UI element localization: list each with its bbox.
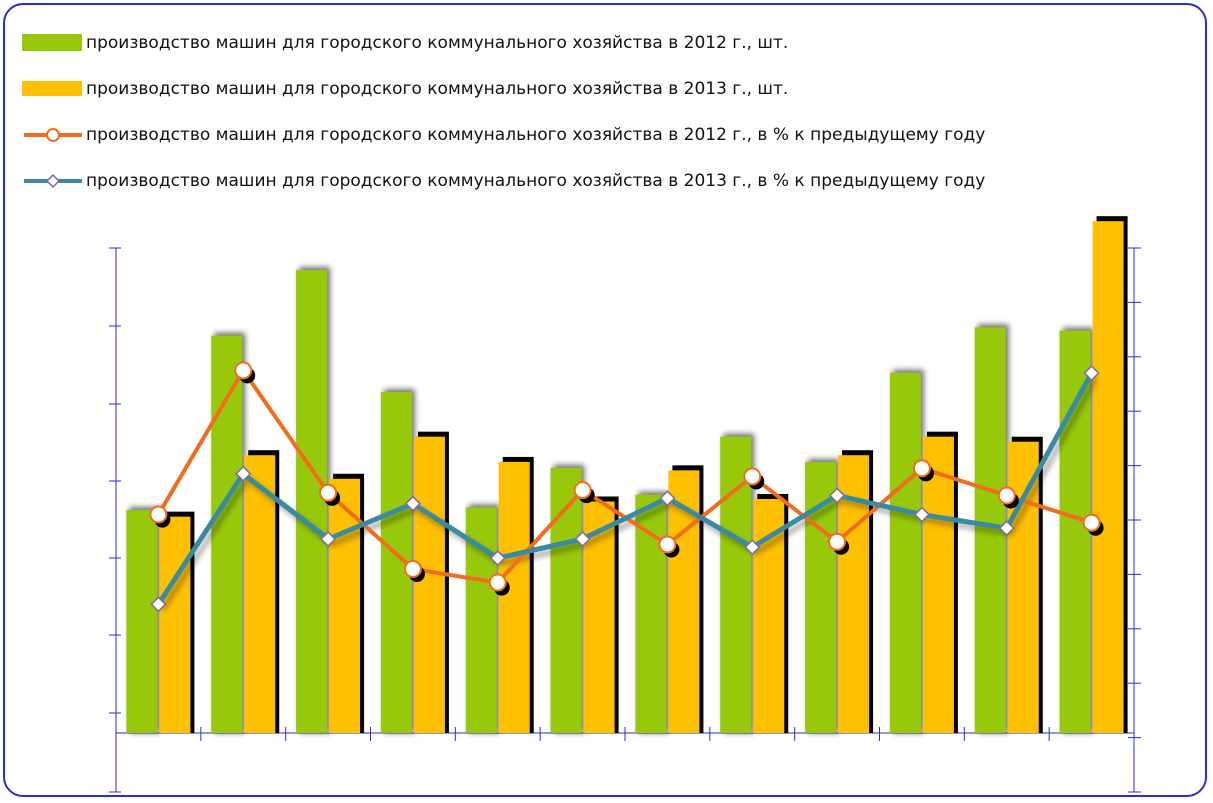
bar-2013 xyxy=(159,516,191,733)
line-2013-point xyxy=(489,550,506,567)
legend-swatch-orange-bar xyxy=(22,81,82,96)
legend-swatch-green-bar xyxy=(22,34,82,51)
line-2012-point xyxy=(319,483,338,502)
bar-2013 xyxy=(498,461,530,733)
line-2013-point xyxy=(404,495,421,512)
line-2012-point xyxy=(997,486,1016,505)
line-2013-point xyxy=(744,539,761,556)
line-2012-point xyxy=(573,481,592,500)
legend-item-bars-2013: производство машин для городского коммун… xyxy=(22,66,985,112)
line-2013-point xyxy=(235,465,252,482)
legend: производство машин для городского коммун… xyxy=(22,20,985,204)
line-2013-point xyxy=(150,596,167,613)
line-2013 xyxy=(156,371,1094,606)
bar-2013 xyxy=(753,498,785,733)
legend-swatch-orange-circle-line xyxy=(24,128,82,142)
line-2013-point xyxy=(913,506,930,523)
bar-2012 xyxy=(720,436,752,733)
legend-item-line-2012: производство машин для городского коммун… xyxy=(22,112,985,158)
line-2012-point xyxy=(403,559,422,578)
legend-item-bars-2012: производство машин для городского коммун… xyxy=(22,20,985,66)
line-2012-point xyxy=(828,532,847,551)
line-2013-point xyxy=(1083,365,1100,382)
legend-label: производство машин для городского коммун… xyxy=(86,171,986,191)
line-2013-point xyxy=(320,530,337,548)
bar-2012 xyxy=(635,494,667,733)
bar-2013 xyxy=(413,436,445,733)
line-2012-point xyxy=(149,505,168,524)
chart-frame xyxy=(3,3,1207,797)
line-2012-point xyxy=(743,467,762,486)
line-2012-point xyxy=(234,361,253,380)
bar-2013 xyxy=(329,478,361,733)
legend-item-line-2013: производство машин для городского коммун… xyxy=(22,158,985,204)
bar-2012 xyxy=(805,461,837,733)
bar-2013 xyxy=(1092,221,1124,733)
legend-label: производство машин для городского коммун… xyxy=(86,33,789,53)
line-2013-point xyxy=(574,530,591,548)
legend-label: производство машин для городского коммун… xyxy=(86,125,986,145)
line-2012-point xyxy=(488,573,507,592)
line-2013-point xyxy=(998,520,1015,537)
line-2012-point xyxy=(658,535,677,554)
bar-2012 xyxy=(550,467,582,733)
legend-swatch-teal-diamond-line xyxy=(24,173,82,189)
bar-2012 xyxy=(296,270,328,733)
bar-2013 xyxy=(244,455,276,733)
line-2013-point xyxy=(829,487,846,504)
line-2013-point xyxy=(659,490,676,507)
legend-label: производство машин для городского коммун… xyxy=(86,79,789,99)
bar-2012 xyxy=(889,372,921,733)
line-2012-point xyxy=(1082,513,1101,532)
bar-2013 xyxy=(922,436,954,733)
bar-2012 xyxy=(126,509,158,733)
line-2012-point xyxy=(912,459,931,478)
